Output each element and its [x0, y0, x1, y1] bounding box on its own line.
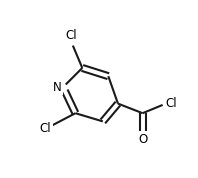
Text: Cl: Cl	[39, 122, 51, 135]
Text: N: N	[52, 81, 61, 94]
Text: O: O	[138, 133, 147, 146]
Text: Cl: Cl	[66, 28, 77, 42]
Text: Cl: Cl	[166, 97, 177, 110]
